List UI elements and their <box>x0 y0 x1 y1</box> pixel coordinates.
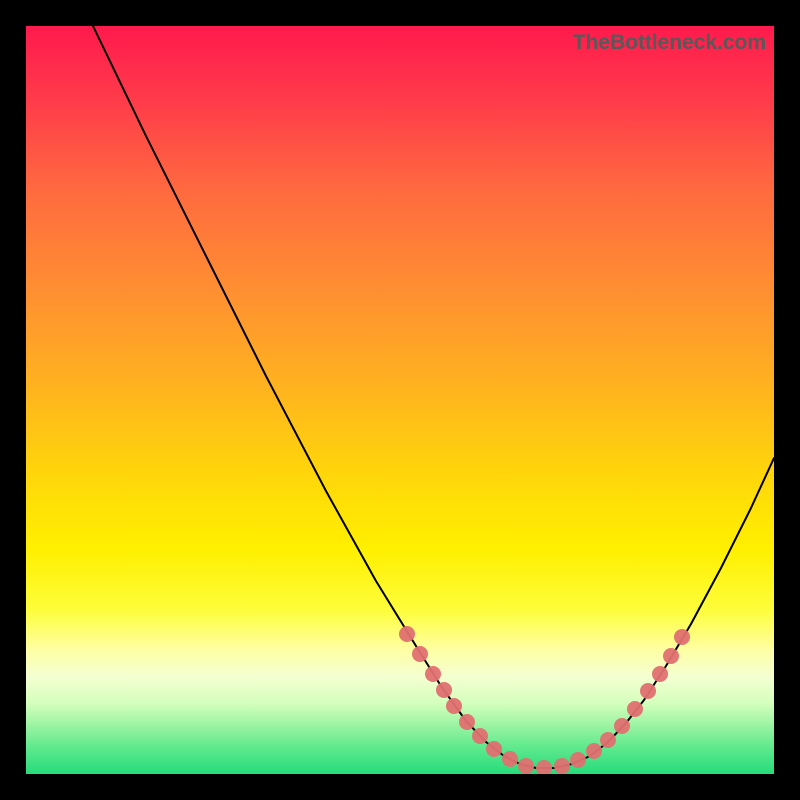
data-marker <box>614 718 630 734</box>
data-marker <box>640 683 656 699</box>
data-marker <box>472 728 488 744</box>
data-marker <box>663 648 679 664</box>
data-marker <box>399 626 415 642</box>
data-marker <box>518 758 534 774</box>
data-marker <box>502 751 518 767</box>
data-marker <box>586 743 602 759</box>
data-marker <box>446 698 462 714</box>
gradient-background <box>26 26 774 774</box>
data-marker <box>425 666 441 682</box>
data-marker <box>486 741 502 757</box>
data-marker <box>412 646 428 662</box>
data-marker <box>436 682 452 698</box>
data-marker <box>627 701 643 717</box>
chart-svg <box>26 26 774 774</box>
data-marker <box>652 666 668 682</box>
data-marker <box>459 714 475 730</box>
data-marker <box>674 629 690 645</box>
data-marker <box>600 732 616 748</box>
plot-area: TheBottleneck.com <box>26 26 774 774</box>
data-marker <box>570 752 586 768</box>
watermark-text: TheBottleneck.com <box>573 30 766 55</box>
data-marker <box>554 758 570 774</box>
outer-frame: TheBottleneck.com <box>0 0 800 800</box>
